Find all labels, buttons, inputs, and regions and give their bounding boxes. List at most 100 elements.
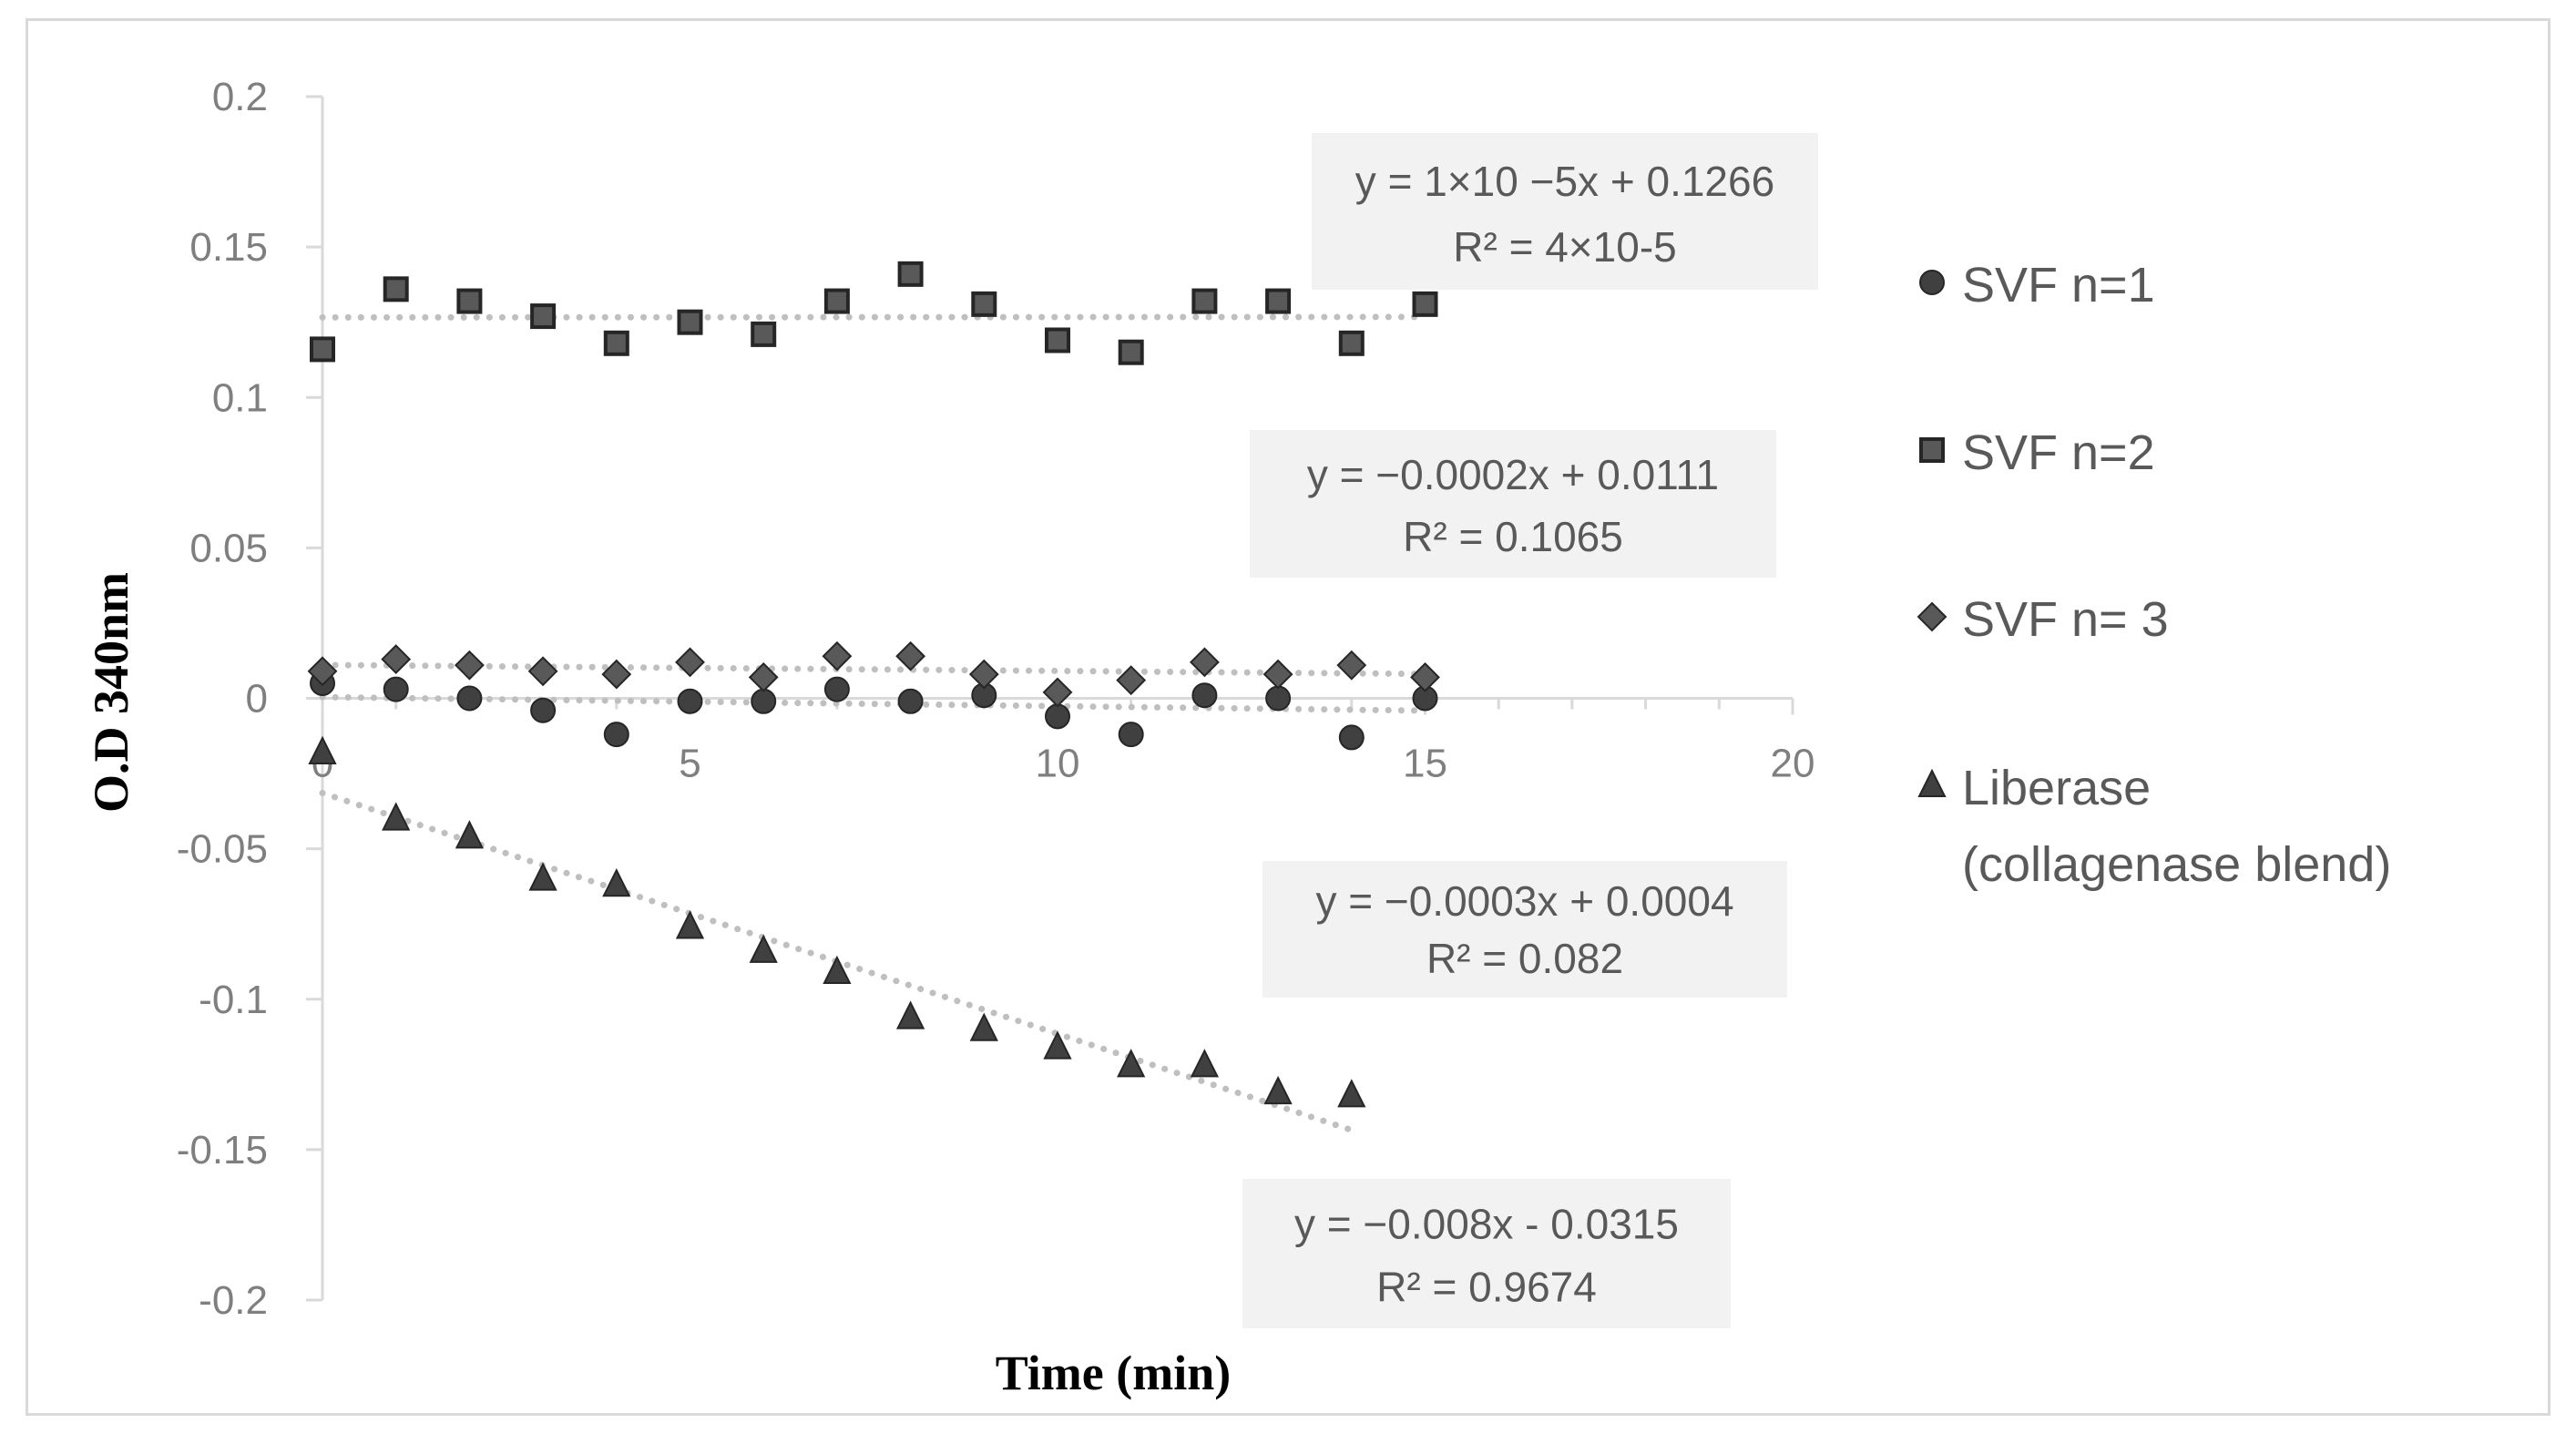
trendline-equation: y = −0.0002x + 0.0111	[1307, 451, 1719, 498]
data-point-series-4	[1337, 1079, 1366, 1108]
data-point-series-4	[602, 868, 631, 897]
y-tick-label: 0.05	[189, 526, 268, 570]
data-point-series-4	[1263, 1075, 1293, 1105]
data-point-series-2	[751, 321, 777, 347]
x-tick-label: 20	[1771, 742, 1815, 786]
data-point-series-3	[895, 640, 926, 671]
data-point-series-1	[530, 697, 557, 723]
legend-item-2: SVF n=2	[1919, 425, 2155, 480]
trendline-equations: y = −0.0003x + 0.0004 R² = 0.082 y = 1×10 …	[1242, 133, 1818, 1328]
y-tick-label: -0.05	[177, 827, 268, 872]
legend-label: SVF n=1	[1962, 258, 2155, 312]
x-axis-title: Time (min)	[996, 1346, 1231, 1400]
y-tick-label: 0.2	[212, 75, 268, 119]
data-point-series-1	[603, 722, 629, 748]
legend-marker-diamond	[1917, 601, 1947, 632]
data-point-series-3	[307, 656, 338, 687]
data-point-series-4	[455, 820, 485, 849]
legend-item-3: SVF n= 3	[1917, 592, 2169, 647]
trendline-equation: y = −0.008x - 0.0315	[1294, 1201, 1679, 1248]
trendline-3	[319, 661, 1428, 678]
data-point-series-3	[748, 661, 779, 692]
trendline-label-4: y = −0.008x - 0.0315 R² = 0.9674	[1242, 1179, 1731, 1328]
x-tick-label: 10	[1036, 742, 1080, 786]
data-point-series-3	[1410, 661, 1440, 692]
data-point-series-4	[1043, 1030, 1072, 1060]
y-axis-title: O.D 340nm	[84, 572, 138, 813]
data-point-series-4	[1190, 1049, 1220, 1078]
trendline-label-box	[1262, 861, 1787, 998]
trendline-r-squared: R² = 4×10-5	[1453, 223, 1676, 271]
data-point-series-1	[897, 688, 924, 714]
trendline-r-squared: R² = 0.1065	[1403, 513, 1623, 560]
legend-marker-circle	[1919, 270, 1945, 295]
data-point-series-1	[1045, 703, 1070, 730]
trendline-label-1: y = −0.0003x + 0.0004 R² = 0.082	[1262, 861, 1787, 998]
data-point-series-3	[601, 659, 632, 690]
data-point-series-3	[1042, 677, 1073, 708]
data-point-series-2	[383, 276, 409, 302]
data-point-series-3	[1336, 650, 1367, 681]
trendline-r-squared: R² = 0.9674	[1376, 1263, 1597, 1310]
data-point-series-2	[603, 330, 629, 356]
data-point-series-3	[675, 647, 705, 678]
data-point-series-4	[528, 862, 557, 891]
data-point-series-3	[454, 650, 485, 681]
legend: SVF n=1 SVF n=2 SVF n= 3 Liberase (collagena…	[1917, 258, 2391, 892]
trendline-label-box	[1312, 133, 1818, 290]
trendline-label-box	[1250, 430, 1776, 578]
data-point-series-2	[823, 288, 850, 314]
data-point-series-2	[971, 291, 997, 317]
data-point-series-2	[530, 303, 557, 330]
trendline-label-2: y = 1×10 −5x + 0.1266 R² = 4×10-5	[1312, 133, 1818, 290]
y-tick-label: 0.1	[212, 375, 268, 420]
data-point-series-2	[1265, 288, 1292, 314]
data-point-series-4	[382, 802, 411, 831]
data-point-series-2	[310, 336, 335, 363]
legend-label: (collagenase blend)	[1962, 837, 2391, 892]
y-tick-label: 0	[246, 677, 268, 722]
legend-marker-triangle	[1917, 768, 1947, 797]
data-point-series-1	[677, 688, 703, 714]
data-point-series-4	[749, 934, 778, 963]
data-point-series-4	[1117, 1049, 1146, 1078]
data-point-series-2	[1118, 339, 1144, 365]
y-tick-label: -0.1	[199, 978, 268, 1022]
data-point-series-2	[1191, 288, 1218, 314]
trendline-equation: y = −0.0003x + 0.0004	[1315, 877, 1733, 925]
data-point-series-3	[1189, 647, 1220, 678]
legend-item-1: SVF n=1	[1919, 258, 2155, 312]
data-point-series-3	[968, 659, 999, 690]
legend-item-4: Liberase (collagenase blend)	[1917, 761, 2391, 892]
data-point-series-2	[1338, 330, 1365, 356]
data-points	[307, 261, 1440, 1108]
trendline-label-box	[1242, 1179, 1731, 1328]
trendline-label-3: y = −0.0002x + 0.0111 R² = 0.1065	[1250, 430, 1776, 578]
data-point-series-4	[675, 910, 705, 939]
data-point-series-1	[1191, 682, 1218, 709]
data-point-series-3	[822, 640, 853, 671]
data-point-series-4	[823, 955, 852, 985]
trendline-1	[319, 693, 1428, 714]
data-point-series-2	[456, 288, 483, 314]
data-point-series-4	[308, 735, 337, 764]
data-point-series-1	[1118, 722, 1144, 748]
data-point-series-2	[897, 261, 924, 287]
data-point-series-3	[381, 644, 412, 674]
data-point-series-4	[969, 1012, 998, 1041]
x-tick-label: 5	[679, 742, 700, 786]
data-point-series-2	[1412, 291, 1438, 317]
legend-label: Liberase	[1962, 761, 2151, 815]
data-point-series-2	[677, 309, 703, 335]
y-tick-label: -0.2	[199, 1278, 268, 1323]
data-point-series-4	[895, 1000, 925, 1029]
data-point-series-3	[1116, 665, 1147, 696]
data-point-series-1	[1265, 685, 1292, 712]
data-point-series-1	[751, 688, 777, 714]
data-point-series-1	[383, 676, 409, 702]
trendline-equation: y = 1×10 −5x + 0.1266	[1355, 158, 1774, 205]
data-point-series-2	[1045, 327, 1070, 353]
data-point-series-1	[456, 685, 483, 712]
y-tick-label: -0.15	[177, 1128, 268, 1173]
